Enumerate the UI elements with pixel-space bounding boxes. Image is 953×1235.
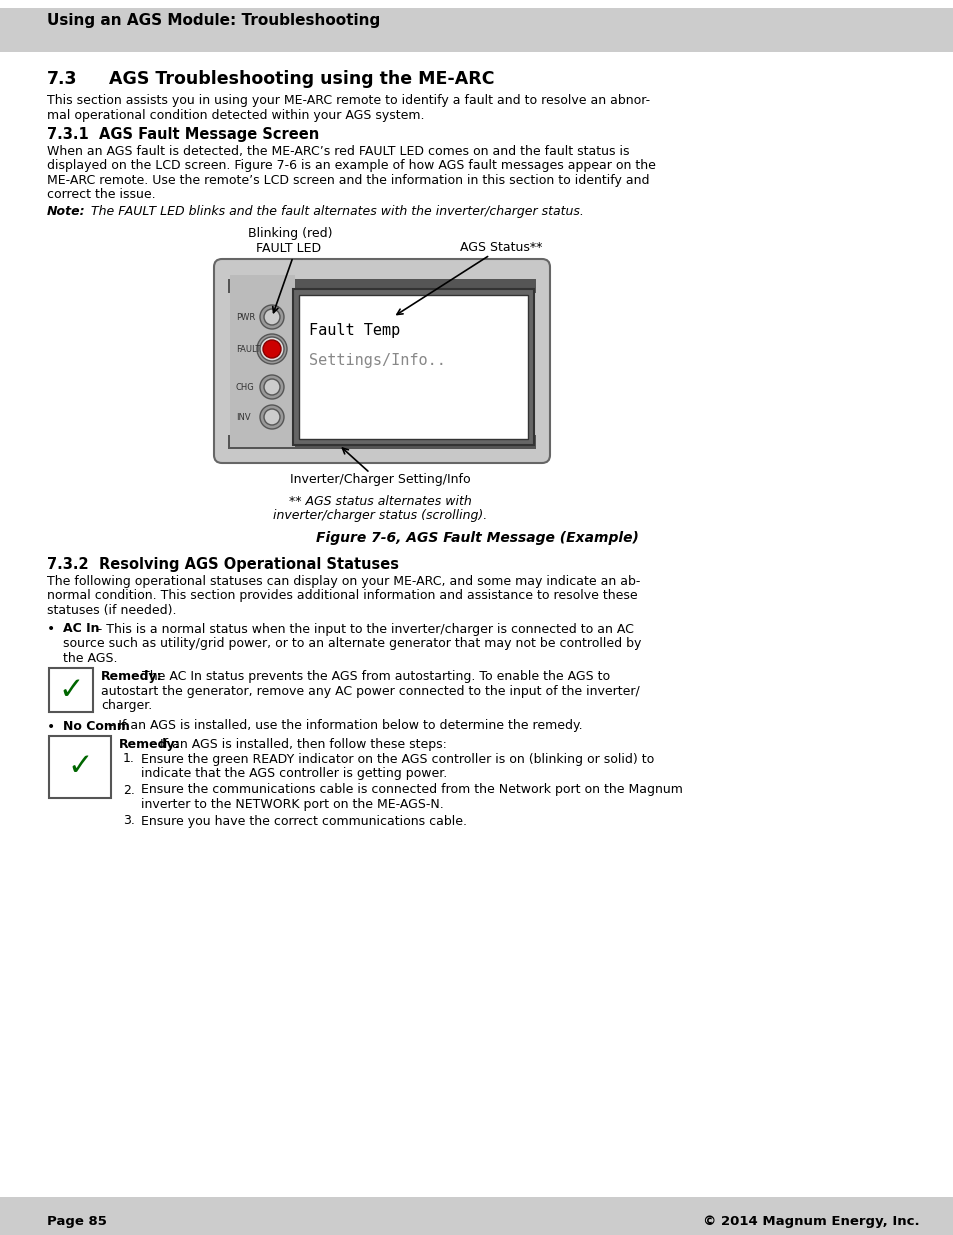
Circle shape: [260, 405, 284, 429]
Text: CHG: CHG: [235, 383, 254, 391]
Text: Blinking (red): Blinking (red): [248, 227, 333, 240]
Text: inverter/charger status (scrolling).: inverter/charger status (scrolling).: [273, 510, 487, 522]
Text: source such as utility/grid power, or to an alternate generator that may not be : source such as utility/grid power, or to…: [63, 637, 640, 650]
Circle shape: [260, 337, 284, 361]
Text: charger.: charger.: [101, 699, 152, 713]
Text: autostart the generator, remove any AC power connected to the input of the inver: autostart the generator, remove any AC p…: [101, 684, 639, 698]
Text: indicate that the AGS controller is getting power.: indicate that the AGS controller is gett…: [141, 767, 447, 781]
Circle shape: [263, 340, 281, 358]
Bar: [293, 289, 534, 445]
Text: FAULT: FAULT: [235, 345, 260, 353]
Bar: [298, 295, 527, 438]
Circle shape: [256, 333, 287, 364]
Text: ✓: ✓: [58, 676, 84, 704]
FancyBboxPatch shape: [49, 668, 92, 713]
Circle shape: [264, 379, 280, 395]
Text: PWR: PWR: [235, 312, 255, 321]
Text: ME-ARC remote. Use the remote’s LCD screen and the information in this section t: ME-ARC remote. Use the remote’s LCD scre…: [47, 174, 649, 186]
Text: Ensure you have the correct communications cable.: Ensure you have the correct communicatio…: [141, 815, 467, 827]
Text: The FAULT LED blinks and the fault alternates with the inverter/charger status.: The FAULT LED blinks and the fault alter…: [87, 205, 583, 219]
Text: mal operational condition detected within your AGS system.: mal operational condition detected withi…: [47, 109, 424, 121]
Text: Ensure the communications cable is connected from the Network port on the Magnum: Ensure the communications cable is conne…: [141, 783, 682, 797]
Text: statuses (if needed).: statuses (if needed).: [47, 604, 176, 618]
Circle shape: [264, 409, 280, 425]
Text: The AC In status prevents the AGS from autostarting. To enable the AGS to: The AC In status prevents the AGS from a…: [138, 671, 610, 683]
Bar: [228, 279, 536, 293]
Text: Remedy:: Remedy:: [101, 671, 162, 683]
Text: – If an AGS is installed, use the information below to determine the remedy.: – If an AGS is installed, use the inform…: [104, 720, 581, 732]
Circle shape: [260, 305, 284, 329]
Text: – This is a normal status when the input to the inverter/charger is connected to: – This is a normal status when the input…: [91, 622, 633, 636]
Bar: [230, 275, 294, 447]
Text: AGS Fault Message Screen: AGS Fault Message Screen: [99, 127, 319, 142]
Text: © 2014 Magnum Energy, Inc.: © 2014 Magnum Energy, Inc.: [702, 1215, 919, 1228]
Text: Inverter/Charger Setting/Info: Inverter/Charger Setting/Info: [290, 473, 470, 487]
Text: Using an AGS Module: Troubleshooting: Using an AGS Module: Troubleshooting: [47, 14, 380, 28]
Text: ** AGS status alternates with: ** AGS status alternates with: [289, 495, 471, 508]
Text: Settings/Info..: Settings/Info..: [309, 353, 445, 368]
Bar: [0, 1197, 953, 1235]
Bar: [0, 7, 953, 52]
Text: 7.3.2: 7.3.2: [47, 557, 89, 572]
Text: Figure 7-6, AGS Fault Message (Example): Figure 7-6, AGS Fault Message (Example): [315, 531, 638, 545]
Text: Note:: Note:: [47, 205, 86, 219]
Text: Page 85: Page 85: [47, 1215, 107, 1228]
Text: 1.: 1.: [123, 752, 134, 766]
Text: displayed on the LCD screen. Figure 7-6 is an example of how AGS fault messages : displayed on the LCD screen. Figure 7-6 …: [47, 159, 656, 173]
Text: correct the issue.: correct the issue.: [47, 189, 155, 201]
Text: Fault Temp: Fault Temp: [309, 324, 400, 338]
Text: AC In: AC In: [63, 622, 99, 636]
Text: Resolving AGS Operational Statuses: Resolving AGS Operational Statuses: [99, 557, 398, 572]
Bar: [228, 435, 536, 450]
Text: This section assists you in using your ME-ARC remote to identify a fault and to : This section assists you in using your M…: [47, 94, 649, 107]
Text: the AGS.: the AGS.: [63, 652, 117, 664]
Text: The following operational statuses can display on your ME-ARC, and some may indi: The following operational statuses can d…: [47, 576, 639, 588]
Text: normal condition. This section provides additional information and assistance to: normal condition. This section provides …: [47, 589, 637, 603]
Text: 3.: 3.: [123, 815, 134, 827]
FancyBboxPatch shape: [213, 259, 550, 463]
Text: INV: INV: [235, 412, 251, 421]
Text: •: •: [47, 720, 55, 734]
Text: 2.: 2.: [123, 783, 134, 797]
Text: ✓: ✓: [67, 752, 92, 782]
Text: 7.3.1: 7.3.1: [47, 127, 89, 142]
Text: No Comm: No Comm: [63, 720, 130, 732]
Text: 7.3: 7.3: [47, 70, 77, 88]
Text: •: •: [47, 622, 55, 636]
Text: AGS Troubleshooting using the ME-ARC: AGS Troubleshooting using the ME-ARC: [109, 70, 494, 88]
Text: AGS Status**: AGS Status**: [459, 241, 542, 254]
Text: When an AGS fault is detected, the ME-ARC’s red FAULT LED comes on and the fault: When an AGS fault is detected, the ME-AR…: [47, 144, 629, 158]
FancyBboxPatch shape: [49, 736, 111, 798]
Text: Remedy:: Remedy:: [119, 739, 180, 751]
Circle shape: [260, 375, 284, 399]
Text: Ensure the green READY indicator on the AGS controller is on (blinking or solid): Ensure the green READY indicator on the …: [141, 752, 654, 766]
Text: If an AGS is installed, then follow these steps:: If an AGS is installed, then follow thes…: [156, 739, 447, 751]
Circle shape: [264, 309, 280, 325]
Text: inverter to the NETWORK port on the ME-AGS-N.: inverter to the NETWORK port on the ME-A…: [141, 798, 443, 811]
Text: FAULT LED: FAULT LED: [255, 242, 321, 254]
